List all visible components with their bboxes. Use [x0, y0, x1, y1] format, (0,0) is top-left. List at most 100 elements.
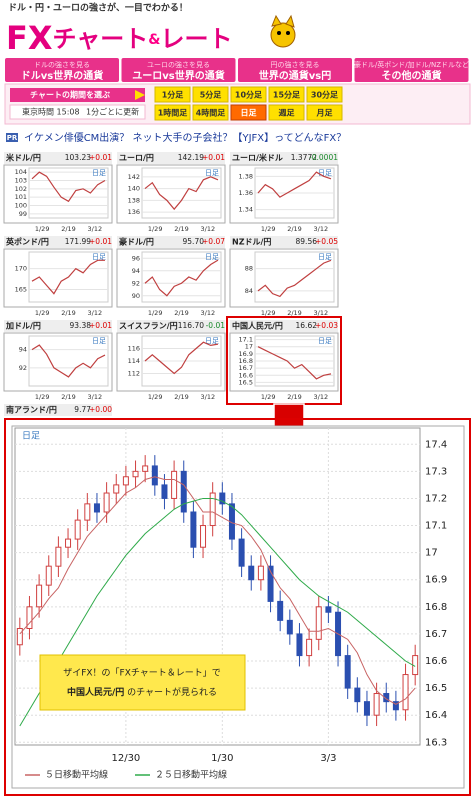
candle-body	[55, 546, 62, 567]
candle-body	[344, 655, 351, 689]
period-label-bg	[10, 88, 145, 102]
candle-body	[354, 687, 361, 703]
mini-period: 日足	[318, 169, 332, 177]
mini-change: -0.01	[206, 321, 226, 330]
candle-body	[171, 470, 178, 499]
logo-chart: チャート	[53, 25, 149, 53]
nav-tab-sub: 豪ドル/英ポンド/加ドル/NZドルなど	[354, 60, 469, 69]
mini-name: 英ポンド/円	[5, 237, 49, 247]
mini-x-label: 3/12	[314, 309, 329, 317]
candle-body	[103, 492, 110, 513]
mini-price: 95.70	[183, 237, 205, 246]
nav-tab-main: 世界の通貨vs円	[259, 69, 331, 82]
period-button-label: 15分足	[273, 90, 301, 100]
candle-body	[402, 674, 409, 711]
y-tick-label: 17.4	[425, 439, 447, 450]
pr-badge-bg	[6, 133, 18, 142]
candle-body	[325, 606, 332, 613]
mini-plot	[28, 167, 109, 219]
mini-y-tick-label: 90	[132, 292, 140, 300]
mini-period: 日足	[92, 169, 106, 177]
candle-body	[392, 701, 399, 711]
y-tick-label: 17.1	[425, 521, 447, 532]
period-button[interactable]	[230, 104, 267, 121]
mini-x-label: 2/19	[61, 393, 76, 401]
mini-header	[4, 404, 112, 416]
mini-y-tick-label: 96	[132, 254, 140, 262]
period-button-label: 1時間足	[158, 108, 189, 118]
candle-body	[151, 465, 158, 486]
candle-body	[65, 538, 72, 548]
mini-x-label: 3/12	[88, 393, 103, 401]
mini-x-label: 1/29	[148, 225, 163, 233]
mini-header	[230, 152, 338, 164]
mini-y-tick-label: 16.8	[239, 357, 253, 365]
nav-tab-sub: ドルの強さを見る	[34, 61, 90, 69]
mini-period: 日足	[205, 337, 219, 345]
period-button[interactable]	[192, 86, 229, 103]
x-tick-label: 3/3	[320, 753, 336, 764]
nav-tab[interactable]	[121, 58, 236, 82]
period-button[interactable]	[268, 104, 305, 121]
mini-change: +0.01	[89, 153, 112, 162]
mini-y-tick-label: 84	[245, 287, 253, 295]
candle-body	[16, 627, 23, 646]
candle-body	[45, 565, 52, 586]
mini-line	[31, 171, 106, 203]
y-tick-label: 16.8	[425, 602, 447, 613]
period-button-label: 4時間足	[196, 108, 227, 118]
mini-line	[257, 171, 332, 198]
nav-tab[interactable]	[354, 58, 469, 82]
mini-line	[144, 259, 219, 297]
nav-tab-main: その他の通貨	[382, 69, 442, 82]
candle-body	[373, 693, 380, 716]
candle-body	[383, 693, 390, 703]
mini-y-tick-label: 94	[132, 267, 140, 275]
mini-line	[144, 176, 219, 211]
y-tick-label: 16.7	[425, 629, 447, 640]
mini-header	[117, 152, 225, 164]
annotation-line2-bold: 中国人民元/円	[67, 686, 124, 698]
tagline: ドル・円・ユーロの強さが、一目でわかる！	[8, 2, 188, 14]
mini-price: 9.77	[74, 405, 91, 414]
mini-line	[31, 259, 105, 295]
nav-tab[interactable]	[5, 58, 119, 82]
period-button[interactable]	[306, 104, 343, 121]
period-button[interactable]	[154, 86, 191, 103]
mini-x-label: 2/19	[61, 309, 76, 317]
ad-link[interactable]: イケメン俳優CM出演？ ネット大手の子会社？【YJFX】ってどんなFX？	[24, 131, 346, 144]
mini-y-tick-label: 112	[128, 370, 140, 378]
candle-body	[26, 606, 33, 629]
mini-y-tick-label: 138	[128, 196, 140, 204]
period-button-label: 週足	[279, 109, 296, 118]
mini-change: +0.01	[89, 321, 112, 330]
period-button-label: 10分足	[235, 90, 263, 100]
mini-y-tick-label: 136	[128, 208, 140, 216]
mini-x-label: 2/19	[287, 393, 302, 401]
period-button[interactable]	[306, 86, 343, 103]
mini-line	[257, 346, 332, 380]
nav-tab[interactable]	[238, 58, 352, 82]
mini-change: +0.01	[89, 237, 112, 246]
candle-body	[122, 476, 129, 486]
candle-body	[209, 492, 216, 527]
mini-plot	[141, 251, 222, 303]
period-button[interactable]	[154, 104, 191, 121]
x-tick-label: 1/30	[211, 753, 233, 764]
period-button[interactable]	[192, 104, 229, 121]
candle-body	[180, 470, 187, 513]
period-button[interactable]	[268, 86, 305, 103]
period-button[interactable]	[230, 86, 267, 103]
mini-y-tick-label: 16.9	[239, 350, 253, 358]
mini-y-tick-label: 1.36	[239, 189, 253, 197]
mini-price: 103.23	[65, 153, 91, 162]
annotation-box	[39, 654, 246, 711]
y-tick-label: 17	[425, 548, 438, 559]
mascot	[270, 14, 296, 48]
legend-label: ２５日移動平均線	[155, 769, 227, 781]
mini-y-tick-label: 99	[19, 210, 27, 218]
y-tick-label: 17.2	[425, 493, 447, 504]
mini-line	[144, 341, 219, 375]
mini-y-tick-label: 114	[128, 357, 140, 365]
mini-frame	[3, 332, 113, 392]
